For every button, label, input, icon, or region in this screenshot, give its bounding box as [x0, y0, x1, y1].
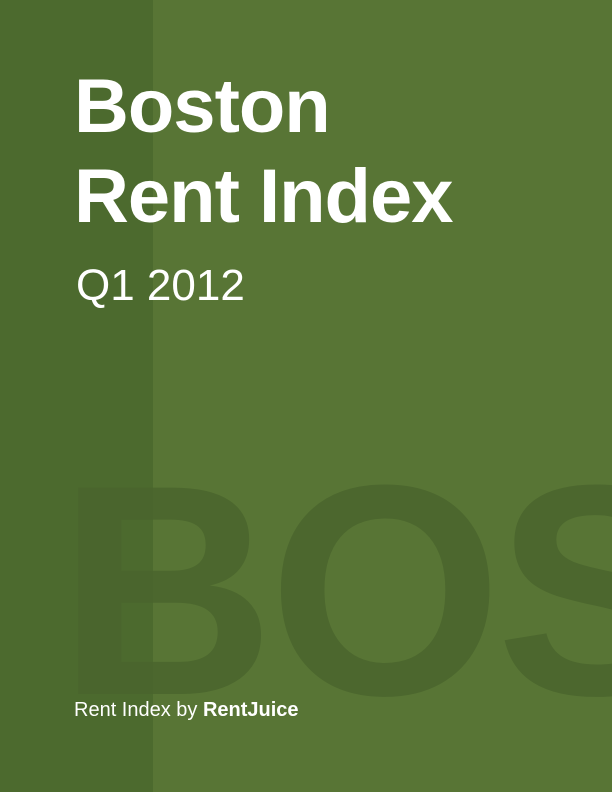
- title-line-city: Boston: [74, 64, 331, 149]
- footer-brand: RentJuice: [202, 699, 299, 721]
- cover-subtitle-quarter: Q1 2012: [76, 261, 245, 310]
- watermark-text: BOS: [58, 422, 612, 758]
- footer-prefix: Rent Index by: [74, 699, 203, 721]
- cover-title: Boston Rent Index: [74, 62, 453, 242]
- title-line-report: Rent Index: [74, 154, 453, 239]
- cover-footer: Rent Index by RentJuice: [74, 697, 299, 723]
- left-color-band: [0, 0, 153, 792]
